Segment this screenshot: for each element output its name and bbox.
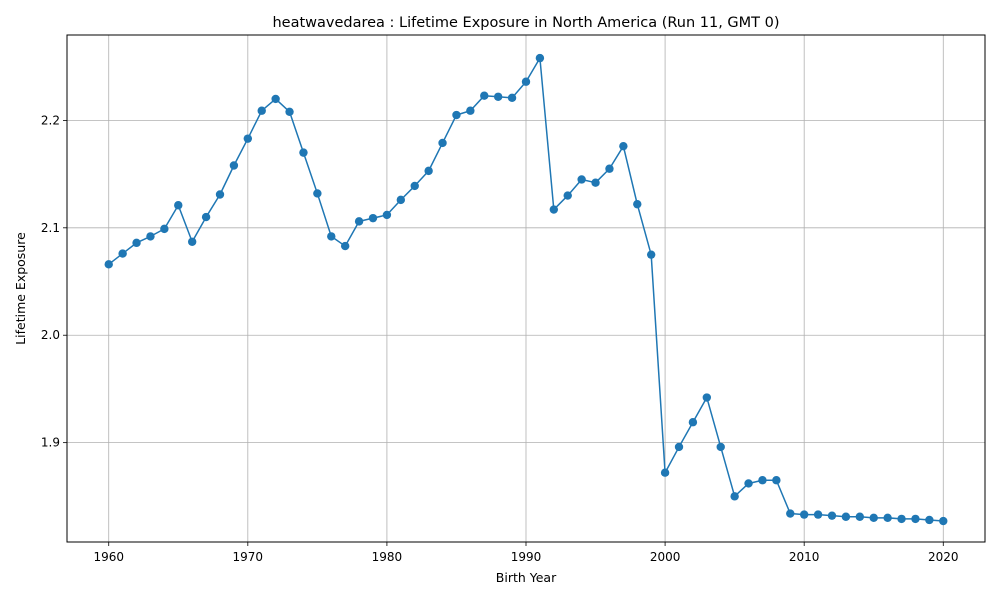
data-point	[716, 442, 725, 452]
y-tick-label: 2.1	[41, 221, 60, 235]
data-point	[855, 512, 865, 521]
data-point	[730, 492, 739, 501]
data-point	[813, 510, 823, 519]
data-point	[271, 94, 280, 104]
x-axis-label: Birth Year	[496, 570, 557, 585]
data-point	[104, 260, 113, 269]
data-point	[535, 53, 545, 63]
data-point	[299, 148, 308, 157]
data-point	[758, 476, 767, 485]
y-tick-label: 2.2	[41, 113, 60, 127]
y-axis-label: Lifetime Exposure	[13, 232, 28, 345]
data-point	[340, 241, 350, 251]
data-point	[911, 514, 920, 524]
x-tick-label: 2020	[928, 550, 959, 564]
data-point	[841, 512, 851, 521]
data-point	[480, 91, 489, 100]
y-tick-label: 2.0	[41, 328, 60, 342]
data-point	[215, 190, 225, 199]
data-point	[646, 250, 656, 259]
data-point	[883, 513, 892, 523]
data-point	[549, 205, 559, 214]
data-point	[507, 93, 517, 103]
grid-lines	[67, 35, 985, 542]
data-point	[925, 515, 934, 525]
data-point	[438, 138, 447, 148]
data-point	[396, 195, 406, 205]
data-point	[160, 224, 169, 234]
data-point	[772, 476, 781, 485]
data-point	[327, 232, 336, 241]
data-point	[799, 510, 809, 519]
data-point	[187, 237, 197, 246]
data-point	[452, 110, 461, 120]
x-tick-label: 2010	[789, 550, 820, 564]
data-point	[424, 166, 433, 176]
data-point	[132, 238, 141, 248]
data-point	[493, 92, 503, 101]
data-point	[744, 479, 753, 488]
data-point	[563, 191, 572, 200]
y-tick-label: 1.9	[41, 436, 60, 450]
data-point	[354, 217, 364, 226]
data-point	[229, 161, 239, 170]
data-point	[591, 178, 600, 187]
data-point	[786, 509, 795, 518]
data-point	[313, 189, 322, 198]
x-tick-label: 1970	[233, 550, 264, 564]
x-tick-label: 1960	[93, 550, 124, 564]
data-point	[146, 232, 155, 241]
data-point	[660, 468, 670, 477]
axis-ticks: 1960 1970 1980 1990 2000 2010 2020 1.9 2.0 2.1 2.2	[41, 113, 959, 564]
data-point	[521, 77, 531, 86]
x-tick-label: 1990	[511, 550, 542, 564]
data-point	[243, 134, 253, 143]
data-point	[897, 514, 906, 524]
data-point	[688, 418, 698, 427]
data-point	[633, 199, 642, 209]
data-point	[674, 442, 684, 452]
data-point	[869, 513, 878, 523]
chart-title: heatwavedarea : Lifetime Exposure in Nor…	[272, 15, 779, 31]
data-point	[368, 213, 378, 223]
data-point	[201, 212, 211, 222]
x-tick-label: 2000	[650, 550, 681, 564]
data-point	[257, 106, 266, 115]
data-point	[285, 107, 294, 117]
data-point	[827, 511, 837, 520]
data-point	[466, 106, 475, 115]
data-point	[577, 175, 586, 184]
data-point	[605, 164, 614, 173]
data-point	[702, 393, 712, 402]
data-point	[118, 249, 127, 258]
series-group	[104, 53, 948, 526]
data-point	[174, 201, 183, 210]
data-point	[619, 141, 628, 151]
data-point	[939, 516, 948, 526]
data-point	[410, 181, 419, 191]
x-tick-label: 1980	[372, 550, 403, 564]
data-point	[382, 210, 392, 220]
